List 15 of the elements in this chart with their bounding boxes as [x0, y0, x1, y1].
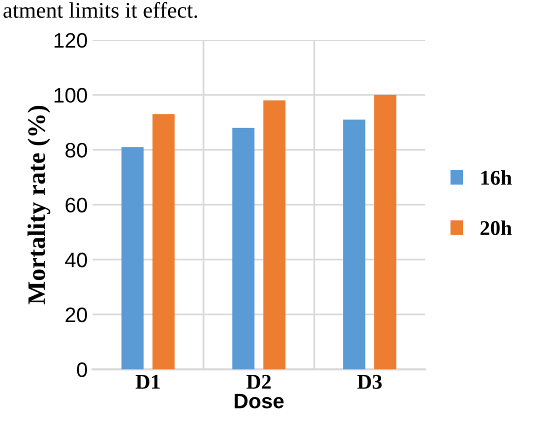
legend-label: 16h [481, 170, 512, 185]
y-tick-label: 80 [66, 142, 87, 158]
y-tick-label: 0 [77, 362, 87, 378]
y-tick-label: 60 [66, 198, 87, 212]
text: atment limits it effect. [4, 2, 198, 18]
legend-label: 20h [480, 220, 512, 236]
y-tick-label: 40 [65, 252, 87, 268]
x-tick-label: D2 [246, 374, 271, 389]
y-tick-label: 120 [54, 33, 87, 48]
y-tick-label: 20 [66, 307, 87, 322]
x-axis-title: Dose [234, 394, 284, 408]
x-tick-label: D3 [357, 374, 382, 389]
x-tick-label: D1 [136, 374, 160, 389]
y-tick-label: 100 [54, 88, 87, 103]
y-axis-title: Mortality rate (%) [28, 106, 50, 304]
